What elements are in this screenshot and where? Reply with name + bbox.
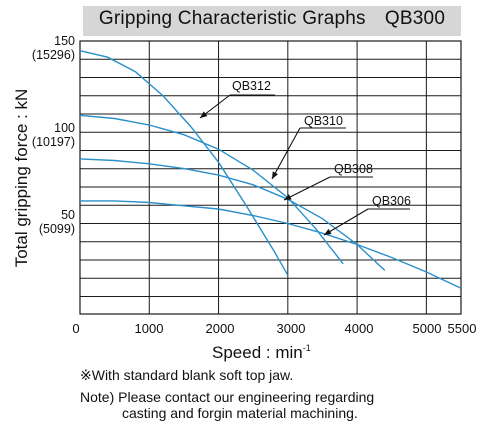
series-lines xyxy=(79,50,462,289)
x-axis-label: Speed : min-1 xyxy=(212,343,311,363)
series-label: QB310 xyxy=(304,114,343,128)
note-contact-line1: Note) Please contact our engineering reg… xyxy=(80,389,375,405)
note-contact-line2: casting and forgin material machining. xyxy=(122,405,358,421)
arrowhead-icon xyxy=(272,171,278,179)
x-tick: 5500 xyxy=(447,321,477,336)
x-axis-label-text: Speed : min xyxy=(212,343,303,362)
x-tick: 5000 xyxy=(412,321,442,336)
y-tick-150: 150 (15296) xyxy=(32,34,75,62)
arrowhead-icon xyxy=(324,228,332,235)
title-band xyxy=(83,6,461,36)
note-contact: Note) Please contact our engineering reg… xyxy=(80,389,374,421)
series-line xyxy=(79,114,344,265)
series-labels: QB312 QB310 QB308 QB306 xyxy=(199,79,411,236)
series-label: QB306 xyxy=(372,194,411,208)
arrowhead-icon xyxy=(200,111,208,118)
series-line xyxy=(79,50,289,276)
series-line xyxy=(79,158,386,271)
leader-line xyxy=(283,176,331,201)
y-tick-50: 50 (5099) xyxy=(39,208,75,236)
x-tick: 3000 xyxy=(276,321,306,336)
series-label: QB308 xyxy=(334,162,373,176)
y-tick-sublabel: (10197) xyxy=(31,135,75,149)
plot-frame xyxy=(79,40,462,315)
leader-line xyxy=(323,208,369,236)
y-tick-sublabel: (5099) xyxy=(38,222,75,236)
x-tick: 1000 xyxy=(134,321,164,336)
chart-title: Gripping Characteristic Graphs QB300 xyxy=(98,8,446,29)
y-tick-label: 150 xyxy=(54,34,75,48)
x-axis-label-exponent: -1 xyxy=(302,343,311,353)
leader-line xyxy=(271,127,301,180)
y-tick-100: 100 (10197) xyxy=(32,121,75,149)
y-tick-sublabel: (15296) xyxy=(31,48,75,62)
note-soft-jaw: ※With standard blank soft top jaw. xyxy=(80,367,294,383)
x-tick: 4000 xyxy=(344,321,374,336)
series-line xyxy=(80,200,462,289)
x-tick: 0 xyxy=(72,321,80,336)
arrowhead-icon xyxy=(284,194,292,200)
x-tick: 2000 xyxy=(205,321,235,336)
grid xyxy=(79,40,462,315)
y-tick-label: 50 xyxy=(61,208,75,222)
y-tick-label: 100 xyxy=(54,121,75,135)
series-label: QB312 xyxy=(232,79,271,93)
y-axis-label: Total gripping force : kN xyxy=(12,88,31,268)
